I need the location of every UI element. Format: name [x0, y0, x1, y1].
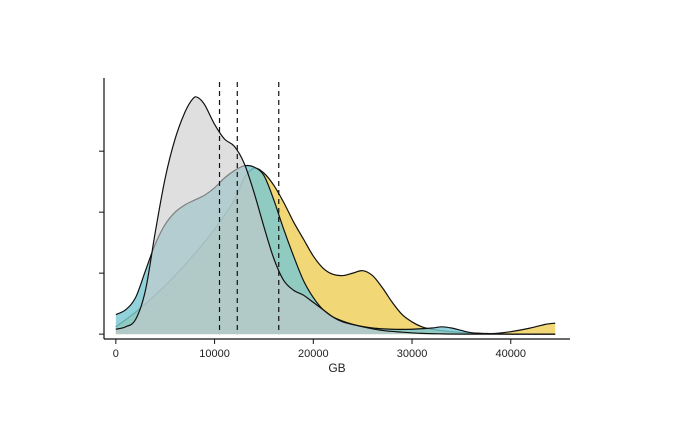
x-tick-label: 30000 — [397, 348, 428, 360]
density-areas — [115, 96, 556, 335]
density-area-3 — [115, 96, 556, 335]
x-ticks: 0 10000 20000 30000 40000 — [113, 339, 526, 360]
x-tick-label: 40000 — [495, 348, 526, 360]
axes — [103, 78, 570, 340]
density-curve-3 — [115, 96, 556, 335]
x-tick-label: 10000 — [199, 348, 230, 360]
x-axis-title: GB — [328, 361, 345, 375]
x-tick-label: 0 — [113, 348, 119, 360]
x-tick-label: 20000 — [298, 348, 329, 360]
reference-lines — [218, 82, 280, 335]
y-ticks — [99, 150, 104, 335]
